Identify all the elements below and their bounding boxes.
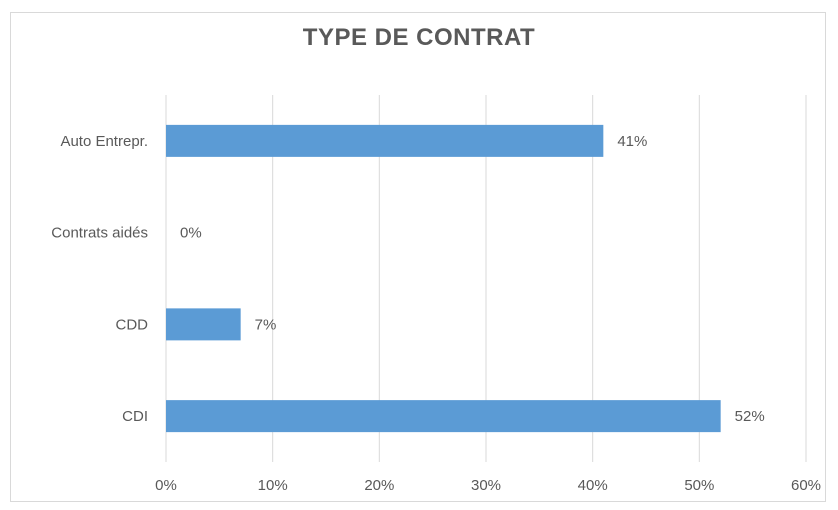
x-tick-label: 30%: [471, 477, 501, 494]
data-label: 52%: [735, 408, 765, 425]
bar: [166, 400, 721, 433]
category-label: CDI: [122, 408, 148, 425]
chart-title: TYPE DE CONTRAT: [302, 24, 536, 51]
bar: [166, 308, 241, 341]
bar: [166, 124, 604, 157]
data-label: 7%: [255, 316, 277, 333]
x-tick-label: 0%: [155, 477, 177, 494]
x-tick-label: 40%: [578, 477, 608, 494]
data-label: 41%: [617, 133, 647, 150]
x-tick-label: 10%: [258, 477, 288, 494]
x-tick-label: 60%: [791, 477, 821, 494]
x-tick-label: 50%: [684, 477, 714, 494]
data-label: 0%: [180, 225, 202, 242]
x-tick-label: 20%: [364, 477, 394, 494]
category-label: Auto Entrepr.: [60, 133, 148, 150]
category-label: CDD: [116, 316, 149, 333]
category-label: Contrats aidés: [51, 225, 148, 242]
